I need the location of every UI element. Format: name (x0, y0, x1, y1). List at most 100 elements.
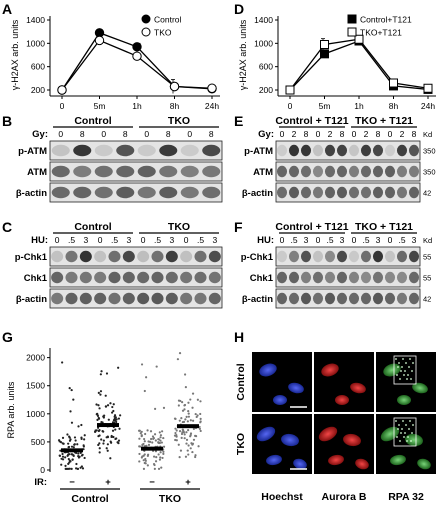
lane-label: .5 (362, 235, 369, 245)
band (336, 292, 348, 305)
scatter-point (72, 446, 75, 449)
band (165, 292, 178, 305)
rpa-focus (396, 436, 398, 438)
band (79, 271, 92, 284)
scatter-point (152, 437, 155, 440)
band (288, 144, 300, 157)
y-tick-label: 1000 (26, 38, 45, 48)
rpa-focus (407, 374, 409, 376)
nucleus (380, 426, 400, 442)
scatter-point (68, 436, 71, 439)
lane-label: .5 (68, 235, 75, 245)
data-point-TKO (57, 85, 67, 95)
band-label-p-ATM: p-ATM (244, 146, 273, 157)
rpa-focus (405, 362, 407, 364)
scatter-point (61, 436, 65, 439)
band (94, 144, 113, 157)
scatter-point (162, 450, 165, 453)
scatter-point (153, 455, 156, 458)
band (122, 292, 135, 305)
y-tick-label: 1500 (26, 381, 45, 391)
scatter-point (75, 462, 78, 466)
band (300, 292, 312, 305)
scatter-point (68, 387, 71, 390)
scatter-point (97, 391, 100, 394)
scatter-point (83, 434, 86, 437)
scatter-point (115, 437, 118, 440)
scatter-point (117, 442, 120, 445)
nucleus (266, 454, 282, 466)
scatter-point (183, 404, 186, 407)
kd-value: 350 (423, 147, 436, 156)
scatter-point (198, 427, 201, 430)
band-label-ATM: ATM (27, 167, 47, 178)
scatter-point (98, 442, 101, 445)
band (137, 292, 150, 305)
nucleus (273, 395, 287, 405)
scatter-point (175, 434, 178, 437)
scatter-point (181, 420, 184, 424)
scatter-point (146, 454, 149, 457)
column-label-Hoechst: Hoechst (261, 491, 303, 503)
x-tick-label: 1h (132, 101, 142, 111)
scatter-point (140, 430, 143, 433)
legend-marker (141, 14, 151, 24)
band (384, 165, 396, 178)
rpa-focus (410, 440, 412, 442)
scatter-point (191, 450, 194, 454)
scatter-point (67, 442, 70, 445)
scatter-point (161, 430, 164, 433)
band (79, 292, 92, 305)
scatter-point (144, 459, 147, 462)
rpa-focus (411, 432, 413, 434)
blot-strip-β-actin (275, 288, 421, 309)
lane-label: 3 (340, 235, 345, 245)
band (51, 292, 64, 305)
median-bar (97, 423, 119, 428)
scatter-point (183, 437, 186, 440)
band (94, 271, 107, 284)
band (348, 165, 360, 178)
scatter-point (113, 419, 116, 422)
kd-value: 350 (423, 168, 436, 177)
band (396, 144, 408, 157)
lane-label: 0 (316, 129, 321, 139)
scatter-point (77, 452, 80, 455)
lane-label: 8 (80, 129, 85, 139)
lane-label: 0 (316, 235, 321, 245)
band (73, 144, 92, 157)
scatter-point (187, 412, 190, 415)
y-tick-label: 200 (259, 85, 273, 95)
series-line-Control+T121 (289, 40, 429, 91)
scatter-point (160, 441, 163, 444)
band (348, 144, 360, 157)
rpa-focus (401, 428, 403, 430)
lane-label: .5 (326, 235, 333, 245)
band (300, 165, 312, 178)
band (65, 250, 78, 263)
band-label-β-actin: β-actin (16, 188, 47, 199)
blot-strip-β-actin (49, 182, 223, 203)
scatter-point (115, 420, 118, 424)
band (79, 250, 92, 263)
band (94, 165, 113, 178)
band (159, 186, 178, 199)
scatter-point (80, 423, 83, 427)
band (51, 250, 64, 263)
rpa-focus (399, 378, 401, 380)
scatter-point (64, 464, 67, 467)
rpa-focus (397, 428, 399, 430)
blot-strip-Chk1 (275, 267, 421, 288)
scatter-point (143, 389, 146, 393)
group-label-Control: Control (74, 221, 111, 233)
scatter-point (187, 409, 190, 413)
x-tick-label: 5m (319, 101, 331, 111)
band (396, 292, 408, 305)
band (408, 250, 420, 263)
band (396, 271, 408, 284)
band (336, 250, 348, 263)
band (65, 271, 78, 284)
band (180, 292, 193, 305)
lane-label: 3 (376, 235, 381, 245)
lane-label: 2 (292, 129, 297, 139)
